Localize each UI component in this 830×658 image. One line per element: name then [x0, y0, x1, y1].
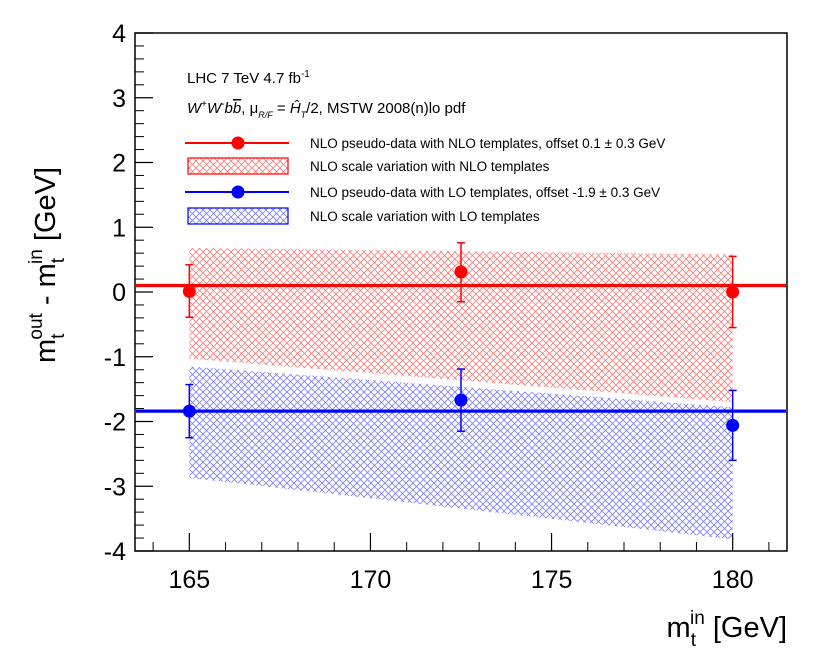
- ticks-layer: 4 3 2 1 0 -1 -2 -3 -4 165 170 175 180: [104, 20, 770, 594]
- legend-label-lo-band: NLO scale variation with LO templates: [310, 209, 540, 224]
- y-tick-label-0: 4: [112, 20, 126, 48]
- points-layer: [182, 242, 740, 462]
- legend-label-nlo-points: NLO pseudo-data with NLO templates, offs…: [310, 136, 665, 151]
- x-tick-label-2: 175: [531, 566, 573, 594]
- legend-marker-dot-red: [231, 136, 245, 150]
- y-tick-label-8: -4: [104, 538, 126, 566]
- legend-entry-lo-band: NLO scale variation with LO templates: [187, 207, 540, 225]
- y-axis-title: mtout - mtin [GeV]: [26, 167, 69, 363]
- data-point-0-2: [726, 285, 740, 299]
- x-axis-title: mtin [GeV]: [667, 608, 787, 651]
- y-tick-label-2: 2: [112, 150, 126, 178]
- legend-entry-nlo-band: NLO scale variation with NLO templates: [187, 157, 550, 175]
- legend-swatch-red-band: [187, 157, 289, 175]
- data-point-2-2: [726, 418, 740, 432]
- legend-swatch-blue-band: [187, 207, 289, 225]
- x-tick-label-3: 180: [712, 566, 754, 594]
- legend: NLO pseudo-data with NLO templates, offs…: [185, 136, 665, 225]
- data-point-0-1: [454, 265, 468, 279]
- x-tick-label-1: 170: [350, 566, 392, 594]
- legend-entry-nlo-points: NLO pseudo-data with NLO templates, offs…: [185, 136, 665, 151]
- header-line1: LHC 7 TeV 4.7 fb-1: [187, 69, 310, 87]
- y-tick-label-6: -2: [104, 409, 126, 437]
- x-tick-label-0: 165: [168, 566, 210, 594]
- y-tick-label-1: 3: [112, 85, 126, 113]
- legend-entry-lo-points: NLO pseudo-data with LO templates, offse…: [185, 185, 660, 200]
- legend-label-nlo-band: NLO scale variation with NLO templates: [310, 159, 550, 174]
- y-tick-label-5: -1: [104, 344, 126, 372]
- y-tick-label-4: 0: [112, 279, 126, 307]
- legend-label-lo-points: NLO pseudo-data with LO templates, offse…: [310, 185, 660, 200]
- data-point-2-0: [182, 404, 196, 418]
- header-line2: W+W-bb, μR/F = ĤT/2, MSTW 2008(n)lo pdf: [187, 99, 466, 120]
- data-point-0-0: [182, 284, 196, 298]
- y-tick-label-7: -3: [104, 473, 126, 501]
- data-point-2-1: [454, 393, 468, 407]
- y-tick-label-3: 1: [112, 214, 126, 242]
- legend-marker-dot-blue: [231, 185, 245, 199]
